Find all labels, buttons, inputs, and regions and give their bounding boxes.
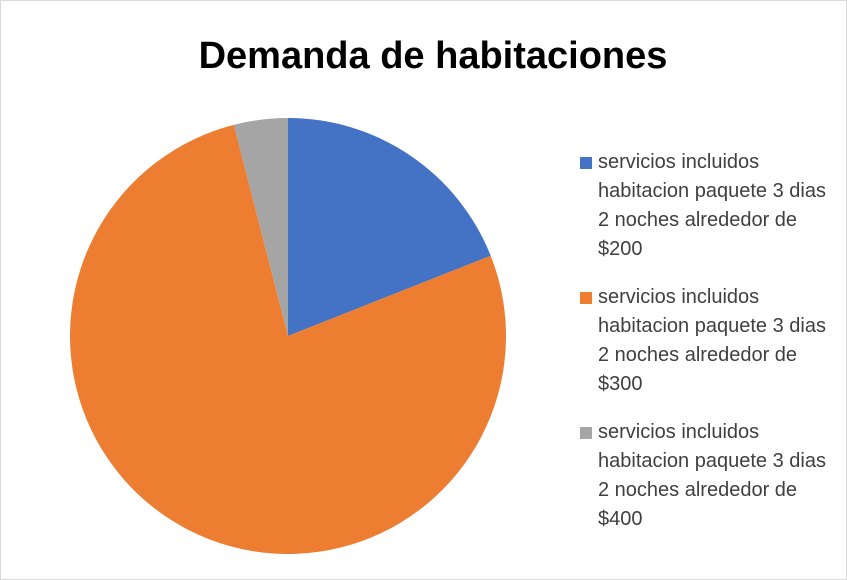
legend-item: servicios incluidos habitacion paquete 3…	[580, 283, 830, 399]
legend-label: servicios incluidos habitacion paquete 3…	[598, 286, 826, 395]
legend: servicios incluidos habitacion paquete 3…	[580, 148, 830, 553]
legend-label: servicios incluidos habitacion paquete 3…	[598, 421, 826, 530]
legend-label: servicios incluidos habitacion paquete 3…	[598, 151, 826, 260]
legend-swatch	[580, 292, 592, 304]
legend-item: servicios incluidos habitacion paquete 3…	[580, 418, 830, 534]
legend-item: servicios incluidos habitacion paquete 3…	[580, 148, 830, 264]
pie-slice	[288, 118, 491, 336]
legend-swatch	[580, 157, 592, 169]
legend-swatch	[580, 427, 592, 439]
chart-title: Demanda de habitaciones	[199, 35, 668, 77]
pie-slice	[233, 118, 288, 336]
pie-slice	[70, 124, 507, 554]
